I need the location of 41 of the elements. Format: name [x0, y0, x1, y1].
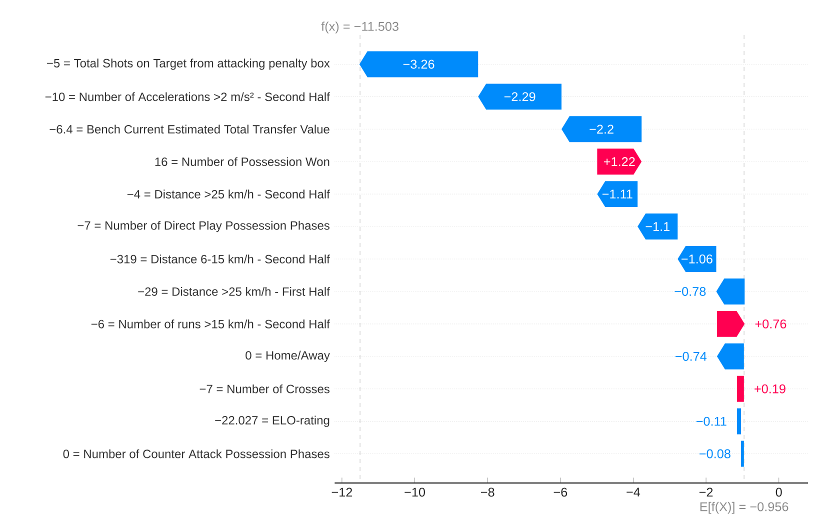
y-tick-label: 0 = Home/Away [246, 350, 330, 362]
data-label: −2.29 [504, 92, 536, 102]
x-tick-label: −4 [626, 488, 640, 496]
bar [562, 116, 642, 142]
bar [736, 376, 744, 402]
data-label: −0.11 [696, 416, 726, 426]
y-tick-label: 16 = Number of Possession Won [155, 157, 330, 166]
y-tick-label: −4 = Distance >25 km/h - Second Half [127, 190, 330, 198]
data-label: −1.11 [602, 190, 632, 198]
data-label: −3.26 [403, 60, 434, 69]
y-tick-label: −319 = Distance 6-15 km/h - Second Half [110, 254, 330, 264]
y-tick-label: −6 = Number of runs >15 km/h - Second Half [91, 319, 330, 328]
y-tick-label: −10 = Number of Accelerations >2 m/s² - Second Half [45, 92, 330, 102]
y-tick-label: −29 = Distance >25 km/h - First Half [138, 287, 330, 296]
x-tick-label: −8 [480, 488, 494, 497]
bar [478, 84, 562, 110]
x-tick-label: −10 [404, 488, 426, 497]
y-tick-label: −6.4 = Bench Current Estimated Total Transfer Value [50, 124, 330, 134]
x-tick-label: 0 [776, 488, 782, 497]
bar [359, 51, 478, 78]
data-label: −1.1 [646, 222, 670, 231]
data-label: +1.22 [604, 157, 635, 166]
data-label: −0.78 [674, 286, 706, 296]
y-tick-label: −22.027 = ELO-rating [215, 416, 330, 427]
y-tick-label: −7 = Number of Direct Play Possession Phases [78, 220, 330, 232]
data-label: +0.19 [754, 384, 786, 394]
y-tick-label: −7 = Number of Crosses [200, 384, 330, 394]
data-label: −0.74 [676, 352, 707, 361]
x-tick-label: −12 [332, 488, 352, 497]
x-tick-label: −2 [699, 488, 713, 497]
bar [736, 408, 741, 434]
data-label: −1.06 [682, 254, 712, 264]
bar [741, 440, 744, 467]
x-tick-label: −6 [554, 488, 568, 497]
y-tick-label: −5 = Total Shots on Target from attacking penalty box [47, 58, 330, 70]
data-label: −0.08 [700, 449, 730, 458]
data-label: −2.2 [590, 124, 614, 134]
ref-line-label: E[f(X)] = −0.956 [700, 502, 788, 514]
ref-line-label: f(x) = −11.503 [321, 22, 398, 34]
data-label: +0.76 [755, 319, 786, 328]
y-tick-label: 0 = Number of Counter Attack Possession Phases [63, 449, 330, 458]
